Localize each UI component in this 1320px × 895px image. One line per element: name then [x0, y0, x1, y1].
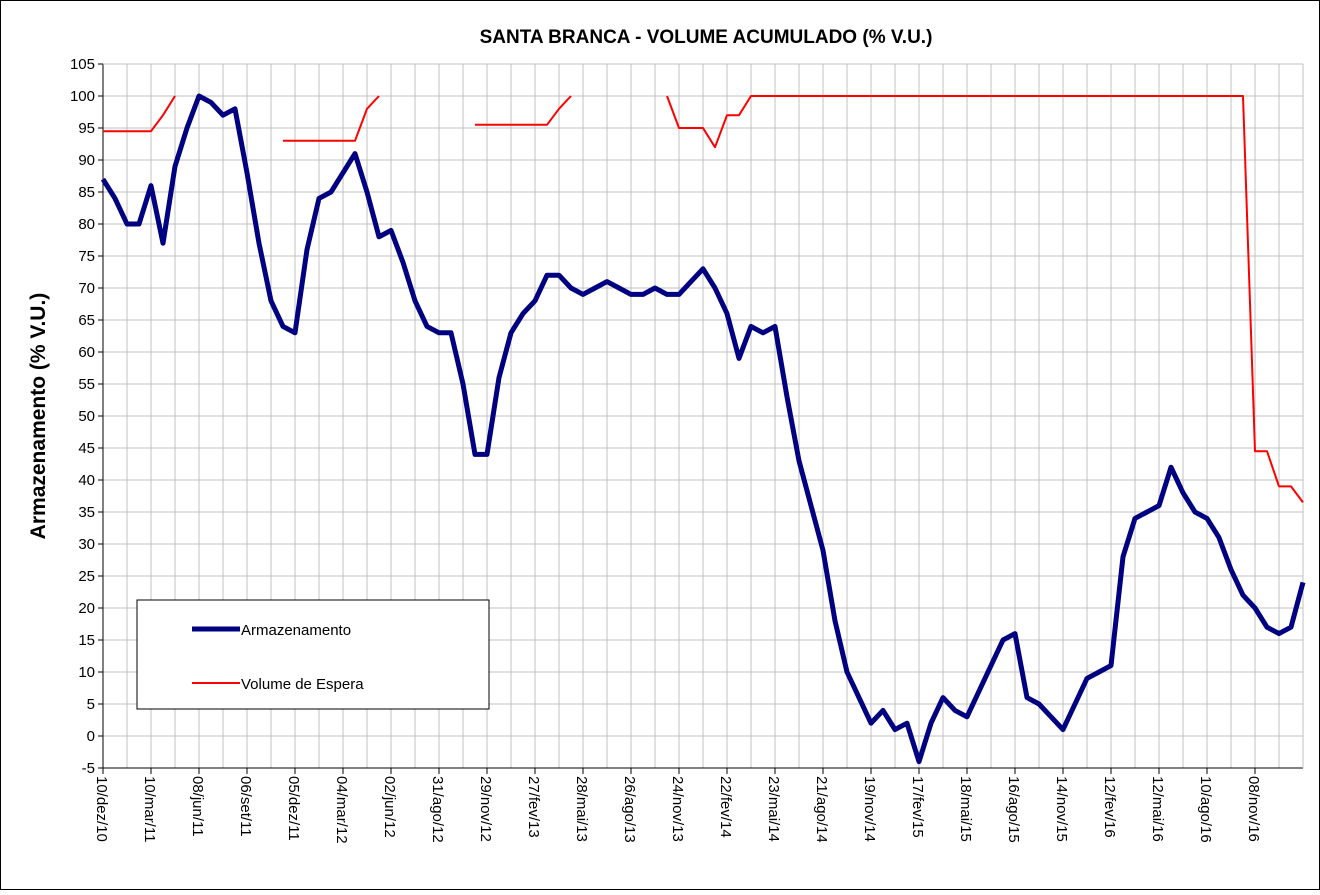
x-tick-label: 26/ago/13	[621, 776, 638, 843]
x-tick-label: 18/mai/15	[957, 776, 974, 842]
x-tick-label: 06/set/11	[237, 776, 254, 837]
y-tick-label: 75	[78, 248, 95, 265]
y-tick-label: 80	[78, 216, 95, 233]
legend-label: Volume de Espera	[241, 676, 364, 693]
y-tick-label: -5	[82, 760, 95, 777]
x-tick-label: 08/jun/11	[189, 776, 206, 837]
x-tick-label: 31/ago/12	[429, 776, 446, 843]
y-tick-label: 5	[87, 696, 95, 713]
y-tick-label: 35	[78, 504, 95, 521]
x-tick-label: 14/nov/15	[1053, 776, 1070, 842]
legend-box	[136, 599, 490, 710]
x-tick-label: 02/jun/12	[381, 776, 398, 838]
y-tick-label: 60	[78, 344, 95, 361]
series-line	[103, 95, 1304, 503]
legend-label: Armazenamento	[241, 622, 351, 639]
x-tick-label: 17/fev/15	[909, 776, 926, 838]
x-tick-label: 28/mai/13	[573, 776, 590, 842]
x-tick-label: 24/nov/13	[669, 776, 686, 842]
y-tick-label: 40	[78, 472, 95, 489]
y-tick-label: 25	[78, 568, 95, 585]
y-tick-label: 70	[78, 280, 95, 297]
y-tick-label: 100	[70, 88, 95, 105]
chart-title: SANTA BRANCA - VOLUME ACUMULADO (% V.U.)	[480, 27, 933, 48]
y-tick-label: 95	[78, 120, 95, 137]
y-tick-label: 85	[78, 184, 95, 201]
x-tick-label: 22/fev/14	[717, 776, 734, 838]
x-tick-label: 05/dez/11	[285, 776, 302, 841]
y-tick-label: 45	[78, 440, 95, 457]
x-tick-label: 12/fev/16	[1101, 776, 1118, 838]
y-tick-label: 65	[78, 312, 95, 329]
y-tick-label: 50	[78, 408, 95, 425]
y-tick-label: 30	[78, 536, 95, 553]
y-tick-label: 105	[70, 56, 95, 73]
y-tick-label: 0	[87, 728, 95, 745]
x-tick-label: 27/fev/13	[525, 776, 542, 838]
series-line	[100, 93, 1306, 765]
y-tick-label: 20	[78, 600, 95, 617]
x-tick-label: 10/dez/10	[93, 776, 110, 842]
y-tick-label: 10	[78, 664, 95, 681]
x-tick-label: 10/mar/11	[141, 776, 158, 842]
x-tick-label: 08/nov/16	[1245, 776, 1262, 842]
x-tick-label: 19/nov/14	[861, 776, 878, 842]
y-axis-label: Armazenamento (% V.U.)	[27, 293, 50, 540]
x-tick-label: 10/ago/16	[1197, 776, 1214, 843]
x-tick-label: 04/mar/12	[333, 776, 350, 844]
x-tick-label: 23/mai/14	[765, 776, 782, 842]
y-tick-label: 55	[78, 376, 95, 393]
x-tick-label: 12/mai/16	[1149, 776, 1166, 842]
y-tick-label: 90	[78, 152, 95, 169]
x-tick-label: 21/ago/14	[813, 776, 830, 843]
x-tick-label: 29/nov/12	[477, 776, 494, 842]
x-tick-label: 16/ago/15	[1005, 776, 1022, 843]
y-tick-label: 15	[78, 632, 95, 649]
